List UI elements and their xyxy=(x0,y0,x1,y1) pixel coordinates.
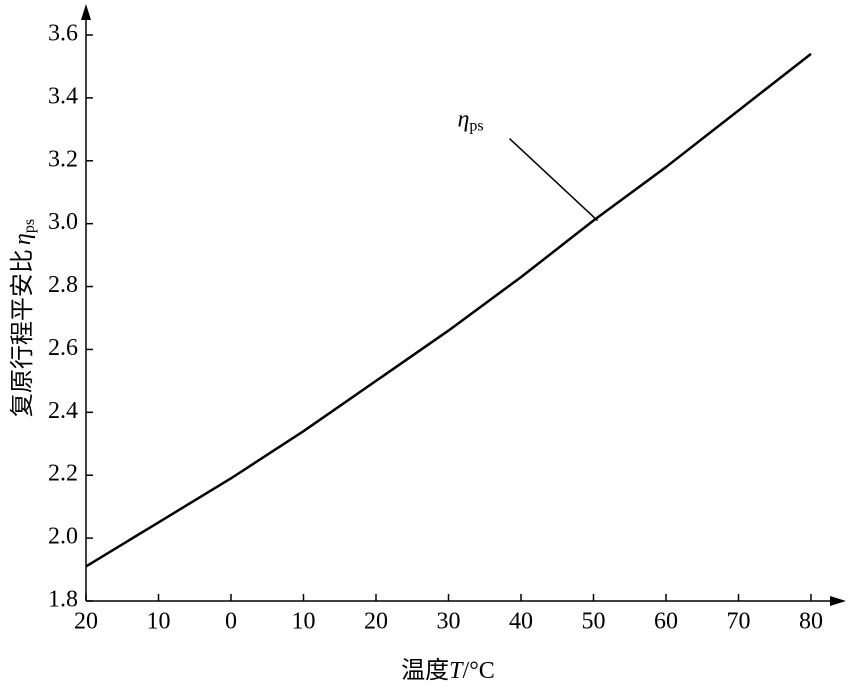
x-tick-label: 50 xyxy=(582,609,606,635)
x-tick-label: 60 xyxy=(654,609,678,635)
x-tick-label: 20 xyxy=(364,609,388,635)
x-tick-label: 20 xyxy=(74,609,98,635)
x-tick-label: 0 xyxy=(225,609,237,635)
annotation: ηps xyxy=(458,106,484,134)
y-tick-label: 3.2 xyxy=(48,146,78,172)
x-tick-label: 10 xyxy=(292,609,316,635)
y-axis-label: 复原行程平安比ηps xyxy=(9,219,38,417)
x-tick-label: 80 xyxy=(799,609,823,635)
y-axis-arrow xyxy=(81,4,91,20)
y-tick-label: 1.8 xyxy=(48,587,78,613)
y-tick-label: 3.6 xyxy=(48,21,78,47)
y-tick-label: 2.6 xyxy=(48,335,78,361)
x-tick-label: 40 xyxy=(509,609,533,635)
annotation-leader xyxy=(508,137,599,222)
x-axis-arrow xyxy=(830,596,846,606)
y-tick-label: 2.2 xyxy=(48,461,78,487)
y-tick-label: 3.4 xyxy=(48,83,78,109)
x-tick-label: 10 xyxy=(147,609,171,635)
y-tick-label: 3.0 xyxy=(48,209,78,235)
x-tick-label: 30 xyxy=(437,609,461,635)
y-tick-label: 2.8 xyxy=(48,272,78,298)
y-tick-label: 2.0 xyxy=(48,524,78,550)
x-axis-label: 温度T/°C xyxy=(401,657,495,684)
data-line xyxy=(85,52,812,568)
y-tick-label: 2.4 xyxy=(48,398,78,424)
x-tick-label: 70 xyxy=(727,609,751,635)
